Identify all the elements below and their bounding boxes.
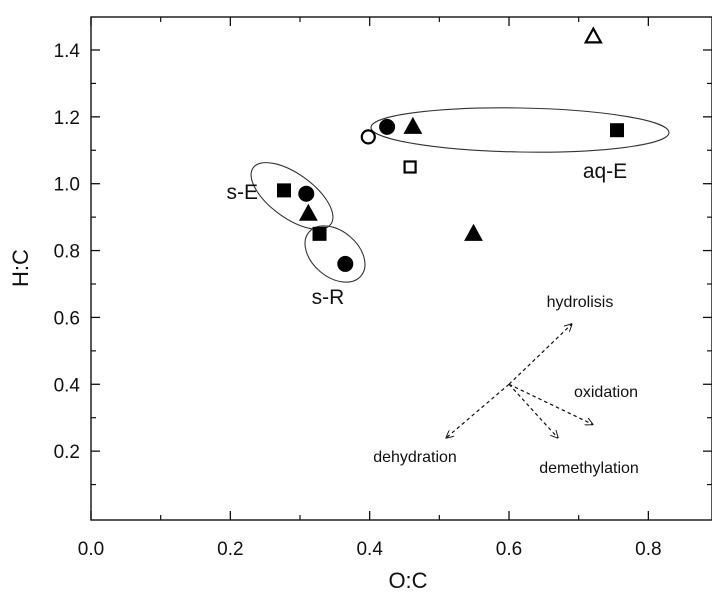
filled-circle-point xyxy=(298,185,315,202)
arrow-label-hydrolisis: hydrolisis xyxy=(547,294,614,311)
y-axis-title: H:C xyxy=(8,249,33,287)
group-ellipse-s-R xyxy=(304,225,366,283)
x-tick-label: 0.0 xyxy=(78,539,104,560)
y-tick-label: 1.0 xyxy=(54,175,80,196)
group-label-s-R: s-R xyxy=(312,286,345,309)
arrow-hydrolisis xyxy=(508,324,572,385)
y-tick-label: 1.2 xyxy=(54,108,80,129)
x-tick-label: 0.4 xyxy=(356,539,383,560)
y-tick-label: 1.4 xyxy=(54,41,81,62)
open-circle-point xyxy=(360,129,376,145)
y-tick-label: 0.8 xyxy=(54,242,80,263)
filled-square-point xyxy=(312,226,327,241)
arrow-demethylation xyxy=(508,383,558,437)
filled-triangle-point xyxy=(298,203,318,221)
y-tick-label: 0.2 xyxy=(54,442,80,463)
group-label-aq-E: aq-E xyxy=(583,160,627,183)
arrow-dehydration xyxy=(446,383,510,437)
x-axis-title: O:C xyxy=(388,568,427,593)
filled-triangle-point xyxy=(464,223,483,241)
plot-frame xyxy=(90,16,712,521)
open-square-point xyxy=(403,160,417,174)
filled-square-point xyxy=(276,183,291,198)
group-ellipse-aq-E xyxy=(370,107,670,153)
arrow-oxidation xyxy=(508,383,593,424)
filled-circle-point xyxy=(337,255,354,272)
x-tick-label: 0.6 xyxy=(496,539,522,560)
x-tick-label: 0.2 xyxy=(217,539,243,560)
group-label-s-E: s-E xyxy=(227,181,259,204)
y-tick-label: 0.4 xyxy=(54,375,81,396)
x-tick-label: 0.8 xyxy=(635,539,661,560)
arrow-label-dehydration: dehydration xyxy=(373,449,457,466)
open-triangle-point xyxy=(583,26,603,44)
filled-triangle-point xyxy=(403,116,423,134)
filled-square-point xyxy=(610,123,625,138)
arrow-label-demethylation: demethylation xyxy=(539,460,639,477)
filled-circle-point xyxy=(379,118,396,135)
group-ellipse-s-E xyxy=(250,162,334,230)
arrow-label-oxidation: oxidation xyxy=(574,384,638,401)
y-tick-label: 0.6 xyxy=(54,308,80,329)
